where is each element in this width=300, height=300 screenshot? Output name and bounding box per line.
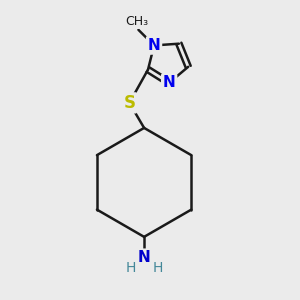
Text: N: N: [148, 38, 160, 53]
Text: N: N: [163, 75, 175, 90]
Text: N: N: [138, 250, 151, 265]
Text: H: H: [152, 261, 163, 275]
Text: H: H: [126, 261, 136, 275]
Text: S: S: [123, 94, 135, 112]
Text: CH₃: CH₃: [125, 15, 148, 28]
